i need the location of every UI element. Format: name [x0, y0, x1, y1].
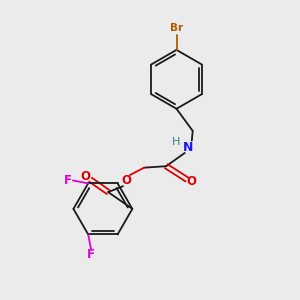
Text: F: F	[87, 248, 95, 261]
Text: H: H	[172, 137, 180, 147]
Text: Br: Br	[170, 23, 183, 33]
Text: O: O	[186, 175, 196, 188]
Text: O: O	[122, 174, 131, 188]
Text: O: O	[80, 170, 91, 183]
Text: N: N	[183, 141, 194, 154]
Text: F: F	[64, 174, 72, 187]
